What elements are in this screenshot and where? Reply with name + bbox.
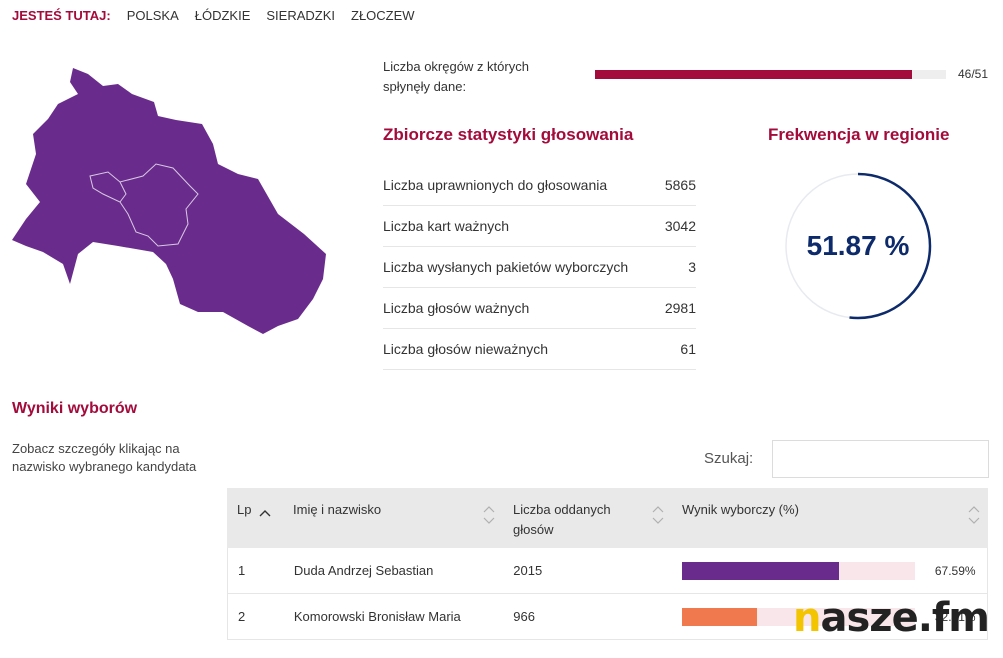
stats-row-value: 2981 (664, 300, 696, 316)
stats-row-value: 61 (680, 341, 696, 357)
header-lp-label: Lp (237, 502, 252, 517)
row-votes: 2015 (513, 563, 543, 578)
districts-progress-bar (595, 70, 946, 79)
results-hint: Zobacz szczegóły klikając na nazwisko wy… (12, 441, 197, 474)
sort-both-icon (652, 506, 664, 524)
region-map[interactable] (8, 64, 338, 344)
stats-row-value: 3042 (664, 218, 696, 234)
logo-rest: asze.fm (820, 595, 989, 641)
turnout-value: 51.87 % (806, 230, 910, 261)
stats-row-label: Liczba głosów ważnych (383, 300, 530, 316)
candidate-name-link[interactable]: Komorowski Bronisław Maria (293, 609, 461, 624)
municipality-borders (89, 163, 199, 247)
header-name-label: Imię i nazwisko (293, 502, 382, 517)
stats-row: Liczba kart ważnych 3042 (383, 206, 696, 247)
turnout-arc (784, 172, 932, 320)
header-result-label: Wynik wyborczy (%) (682, 502, 799, 517)
sort-both-icon (968, 506, 980, 524)
breadcrumb-item-lodzkie[interactable]: ŁÓDZKIE (194, 8, 251, 23)
logo-n: n (793, 595, 822, 641)
result-percent: 32.41% (934, 609, 976, 624)
result-bar-fill (681, 607, 758, 626)
breadcrumb-item-polska[interactable]: POLSKA (126, 8, 179, 23)
results-title: Wyniki wyborów (12, 400, 138, 417)
stats-row-value: 3 (688, 259, 696, 275)
turnout-ring (784, 172, 932, 320)
stats-row-value: 5865 (664, 177, 696, 193)
table-row[interactable]: 2 Komorowski Bronisław Maria 966 32.41% (227, 594, 988, 640)
header-votes[interactable]: Liczba oddanych głosów (503, 488, 672, 548)
stats-table: Liczba uprawnionych do głosowania 5865 L… (383, 165, 696, 370)
sort-asc-icon (259, 510, 271, 517)
table-row[interactable]: 1 Duda Andrzej Sebastian 2015 67.59% (227, 548, 988, 594)
result-bar (681, 561, 915, 580)
districts-progress-count: 46/51 (958, 67, 989, 81)
breadcrumb: JESTEŚ TUTAJ: POLSKA ŁÓDZKIE SIERADZKI Z… (12, 8, 415, 23)
stats-row-label: Liczba uprawnionych do głosowania (383, 177, 608, 193)
stats-row-label: Liczba wysłanych pakietów wyborczych (383, 259, 629, 275)
stats-row: Liczba głosów nieważnych 61 (383, 329, 696, 370)
districts-progress-label: Liczba okręgów z których spłynęły dane: (383, 59, 529, 94)
row-result: 32.41% (672, 607, 987, 626)
search-input[interactable] (772, 440, 989, 478)
table-header: Lp Imię i nazwisko Liczba oddanych głosó… (227, 488, 988, 548)
result-bar-fill (681, 561, 840, 580)
stats-row-label: Liczba kart ważnych (383, 218, 510, 234)
region-map-shape[interactable] (12, 68, 326, 334)
breadcrumb-item-sieradzki[interactable]: SIERADZKI (266, 8, 335, 23)
stats-row: Liczba uprawnionych do głosowania 5865 (383, 165, 696, 206)
stats-row-label: Liczba głosów nieważnych (383, 341, 548, 357)
stats-title: Zbiorcze statystyki głosowania (383, 125, 634, 144)
header-votes-label: Liczba oddanych głosów (513, 502, 611, 537)
districts-progress-fill (595, 70, 912, 79)
stats-row: Liczba wysłanych pakietów wyborczych 3 (383, 247, 696, 288)
results-table: Lp Imię i nazwisko Liczba oddanych głosó… (227, 488, 988, 640)
row-lp: 2 (238, 609, 246, 624)
result-bar (681, 607, 915, 626)
header-name[interactable]: Imię i nazwisko (283, 488, 503, 548)
row-votes: 966 (513, 609, 535, 624)
header-lp[interactable]: Lp (227, 488, 283, 548)
header-result[interactable]: Wynik wyborczy (%) (672, 488, 988, 548)
breadcrumb-item-zloczew[interactable]: ZŁOCZEW (351, 8, 415, 23)
candidate-name-link[interactable]: Duda Andrzej Sebastian (293, 563, 434, 578)
stats-row: Liczba głosów ważnych 2981 (383, 288, 696, 329)
nasze-fm-logo: nasze.fm (793, 595, 990, 641)
breadcrumb-lead: JESTEŚ TUTAJ: (12, 8, 111, 23)
turnout-title: Frekwencja w regionie (768, 125, 950, 144)
row-lp: 1 (238, 563, 246, 578)
search-label: Szukaj: (704, 450, 754, 467)
row-result: 67.59% (672, 561, 987, 580)
result-percent: 67.59% (934, 563, 976, 578)
sort-both-icon (483, 506, 495, 524)
